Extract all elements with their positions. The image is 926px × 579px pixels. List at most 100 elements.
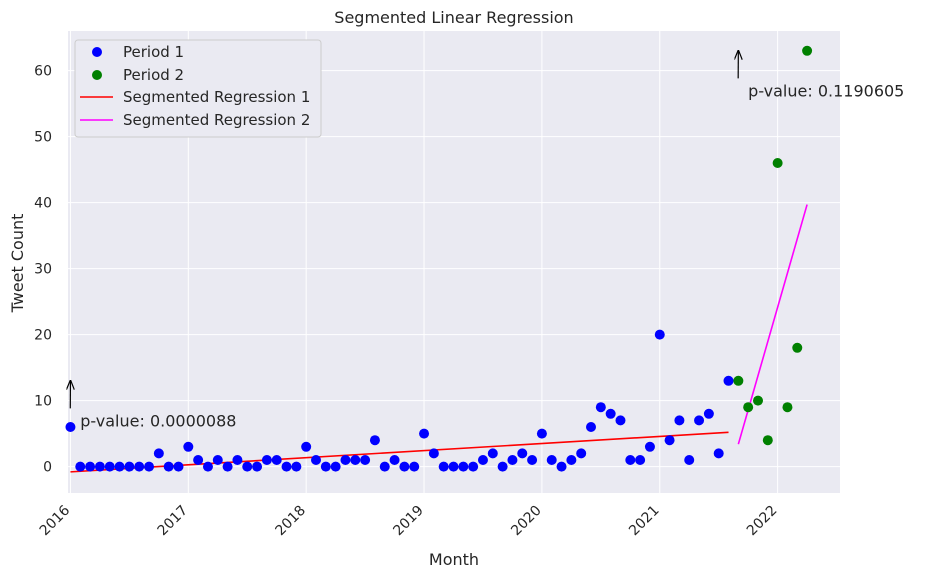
data-point-period-1	[635, 455, 646, 465]
data-point-period-2	[762, 435, 773, 446]
data-point-period-1	[340, 455, 351, 465]
data-point-period-2	[733, 375, 744, 386]
data-point-period-1	[654, 329, 665, 340]
data-point-period-1	[252, 461, 263, 472]
data-point-period-1	[124, 461, 135, 472]
data-point-period-1	[684, 455, 695, 465]
annotations: p-value: 0.0000088 p-value: 0.1190605	[70, 51, 904, 430]
data-point-period-1	[311, 455, 322, 465]
data-points	[65, 45, 813, 472]
data-point-period-1	[350, 455, 361, 465]
data-point-period-1	[281, 461, 292, 472]
x-tick-label: 2020	[508, 503, 545, 540]
chart-title: Segmented Linear Regression	[334, 8, 573, 27]
data-point-period-2	[752, 395, 763, 406]
data-point-period-1	[144, 461, 155, 472]
data-point-period-1	[369, 435, 380, 446]
data-point-period-1	[468, 461, 479, 472]
y-tick-label: 10	[34, 394, 52, 410]
annotation-p-value: p-value: 0.1190605	[748, 81, 904, 100]
data-point-period-1	[94, 461, 105, 472]
data-point-period-1	[183, 441, 194, 452]
data-point-period-1	[271, 455, 282, 465]
data-point-period-1	[458, 461, 469, 472]
data-point-period-1	[586, 422, 597, 432]
data-point-period-1	[301, 441, 312, 452]
data-point-period-1	[517, 448, 528, 459]
data-point-period-2	[792, 342, 803, 353]
data-point-period-1	[438, 461, 449, 472]
data-point-period-1	[232, 455, 243, 465]
data-point-period-1	[644, 441, 655, 452]
data-point-period-1	[409, 461, 420, 472]
data-point-period-1	[65, 422, 76, 432]
x-tick-label: 2019	[390, 503, 427, 540]
data-point-period-1	[222, 461, 233, 472]
data-point-period-1	[527, 455, 538, 465]
data-point-period-1	[85, 461, 96, 472]
y-tick-label: 60	[34, 64, 52, 80]
data-point-period-1	[477, 455, 488, 465]
data-point-period-1	[153, 448, 164, 459]
data-point-period-1	[703, 408, 714, 419]
legend-label-period-1: Period 1	[123, 43, 184, 61]
data-point-period-1	[595, 402, 606, 413]
data-point-period-1	[212, 455, 223, 465]
data-point-period-1	[261, 455, 272, 465]
data-point-period-1	[576, 448, 587, 459]
data-point-period-1	[389, 455, 400, 465]
data-point-period-1	[723, 375, 734, 386]
data-point-period-1	[546, 455, 557, 465]
data-point-period-1	[399, 461, 410, 472]
data-point-period-1	[202, 461, 213, 472]
legend-label-segmented-regression-1: Segmented Regression 1	[123, 88, 310, 106]
data-point-period-1	[360, 455, 371, 465]
data-point-period-1	[566, 455, 577, 465]
x-tick-label: 2022	[744, 503, 781, 540]
data-point-period-1	[507, 455, 518, 465]
data-point-period-1	[193, 455, 204, 465]
legend-label-period-2: Period 2	[123, 66, 184, 84]
annotation-p-value: p-value: 0.0000088	[80, 411, 236, 430]
data-point-period-1	[330, 461, 341, 472]
data-point-period-1	[536, 428, 547, 439]
legend-box	[74, 39, 322, 138]
data-point-period-1	[615, 415, 626, 426]
y-tick-label: 0	[43, 460, 52, 476]
x-axis-label: Month	[429, 550, 479, 569]
data-point-period-1	[664, 435, 675, 446]
data-point-period-2	[782, 402, 793, 413]
data-point-period-1	[694, 415, 705, 426]
data-point-period-1	[674, 415, 685, 426]
data-point-period-1	[448, 461, 459, 472]
data-point-period-2	[743, 402, 754, 413]
data-point-period-1	[428, 448, 439, 459]
data-point-period-1	[173, 461, 184, 472]
data-point-period-1	[134, 461, 145, 472]
data-point-period-1	[104, 461, 115, 472]
x-tick-label: 2021	[626, 503, 663, 540]
data-point-period-1	[556, 461, 567, 472]
y-tick-label: 50	[34, 130, 52, 146]
data-point-period-1	[487, 448, 498, 459]
data-point-period-1	[163, 461, 174, 472]
data-point-period-1	[419, 428, 430, 439]
data-point-period-2	[802, 45, 813, 56]
data-point-period-1	[605, 408, 616, 419]
y-tick-label: 20	[34, 328, 52, 344]
data-point-period-1	[291, 461, 302, 472]
x-tick-label: 2016	[37, 502, 74, 539]
y-axis-label: Tweet Count	[8, 214, 27, 314]
y-tick-label: 30	[34, 262, 52, 278]
data-point-period-1	[625, 455, 636, 465]
y-tick-label: 40	[34, 196, 52, 212]
legend-marker-period-2	[92, 70, 102, 80]
data-point-period-1	[497, 461, 508, 472]
data-point-period-1	[379, 461, 390, 472]
data-point-period-1	[713, 448, 724, 459]
x-tick-label: 2017	[155, 503, 192, 540]
legend: Period 1 Period 2 Segmented Regression 1…	[74, 39, 322, 138]
x-tick-label: 2018	[272, 503, 309, 540]
data-point-period-1	[75, 461, 86, 472]
